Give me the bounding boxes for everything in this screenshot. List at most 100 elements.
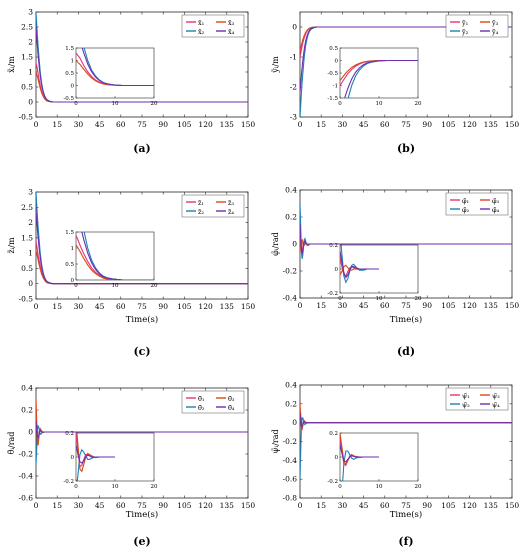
- x-tick-label: 15: [316, 301, 326, 310]
- y-tick-label: 1: [28, 249, 33, 258]
- inset-x-tick-label: 0: [74, 101, 78, 107]
- y-tick-label: -0.6: [19, 494, 34, 503]
- chart-panel-c: 0 15 30 45 60 75 90 105 120 135 150-0.500.511.522.…: [7, 188, 255, 359]
- inset-y-tick-label: 0.5: [329, 46, 338, 52]
- x-tick-label: 60: [380, 120, 390, 129]
- inset-y-tick-label: 0: [335, 267, 339, 273]
- legend-label-3: θ̃₃: [228, 394, 235, 403]
- inset-series-line-4: [81, 48, 154, 87]
- chart-panel-b: 0 15 30 45 60 75 90 105 120 135 150 -3 -2 -1 0 ỹᵢ/m ỹ₁ỹ₂…: [271, 11, 519, 155]
- y-tick-label: -0.5: [19, 295, 34, 304]
- inset-x-tick-label: 10: [376, 484, 383, 490]
- legend-label-1: x̃₁: [198, 18, 205, 27]
- x-tick-label: 45: [95, 120, 105, 129]
- x-tick-label: 15: [52, 302, 62, 311]
- x-tick-label: 75: [401, 120, 411, 129]
- x-tick-label: 135: [220, 120, 235, 129]
- inset-y-tick-label: 0: [335, 59, 339, 65]
- x-tick-label: 45: [95, 302, 105, 311]
- inset-series-line-4: [340, 250, 379, 279]
- inset-y-tick-label: -1.5: [327, 96, 338, 102]
- y-tick-label: 0: [28, 279, 33, 288]
- x-tick-label: 105: [177, 120, 192, 129]
- x-tick-label: 0: [298, 120, 303, 129]
- y-axis-label: ỹᵢ/m: [271, 56, 280, 74]
- y-tick-label: 0: [292, 240, 297, 249]
- x-axis-label: Time(s): [390, 509, 422, 520]
- legend-label-1: θ̃₁: [198, 394, 205, 403]
- y-tick-label: -0.2: [283, 267, 298, 276]
- y-axis-label: z̃ᵢ/m: [7, 237, 16, 254]
- x-tick-label: 135: [220, 302, 235, 311]
- inset-x-tick-label: 10: [376, 296, 383, 302]
- inset-x-tick-label: 0: [338, 101, 342, 107]
- x-tick-label: 105: [177, 501, 192, 510]
- y-tick-label: -2: [290, 83, 298, 92]
- x-axis-label: Time(s): [126, 314, 158, 325]
- inset-series-line-4: [344, 59, 418, 98]
- inset-x-tick-label: 20: [415, 296, 422, 302]
- series-line-4: [300, 223, 512, 254]
- y-tick-label: -3: [290, 113, 298, 122]
- y-tick-label: -0.4: [283, 456, 298, 465]
- x-tick-label: 75: [401, 301, 411, 310]
- x-tick-label: 90: [422, 301, 432, 310]
- legend-label-2: ψ̃₂: [462, 400, 470, 409]
- inset-x-tick-label: 20: [415, 101, 422, 107]
- y-tick-label: 0.2: [21, 406, 33, 415]
- x-tick-label: 15: [52, 501, 62, 510]
- panel-caption: (d): [397, 345, 415, 358]
- y-tick-label: -1: [290, 53, 297, 62]
- y-tick-label: 0: [292, 418, 297, 427]
- inset-y-tick-label: 0: [71, 278, 75, 284]
- x-tick-label: 90: [158, 120, 168, 129]
- legend-label-2: z̃₂: [198, 207, 204, 216]
- y-tick-label: 2: [28, 38, 33, 47]
- x-tick-label: 45: [359, 301, 369, 310]
- inset-series-line-4: [76, 444, 115, 464]
- x-tick-label: 120: [198, 302, 213, 311]
- y-tick-label: 0: [28, 98, 33, 107]
- x-tick-label: 0: [298, 301, 303, 310]
- chart-panel-f: 0 15 30 45 60 75 90 105 120 135 150 -0.8 -0.6 -0.4 -0.…: [271, 381, 519, 549]
- legend-label-3: ỹ₃: [491, 19, 499, 27]
- inset-series-line-4: [340, 444, 379, 463]
- inset-y-tick-label: -0.5: [63, 96, 74, 102]
- panel-caption: (e): [133, 535, 150, 548]
- legend-label-1: ỹ₁: [461, 19, 469, 27]
- legend-label-3: x̃₃: [228, 18, 235, 27]
- x-tick-label: 135: [484, 120, 499, 129]
- series-line-4: [300, 413, 512, 428]
- x-tick-label: 30: [338, 501, 348, 510]
- inset-y-tick-label: 0.2: [65, 431, 74, 437]
- chart-panel-d: 0 15 30 45 60 75 90 105 120 135 150-0.4-0.200.20.4…: [271, 186, 519, 359]
- y-tick-label: 1.5: [21, 53, 33, 62]
- x-tick-label: 0: [34, 302, 39, 311]
- legend-label-2: x̃₂: [198, 27, 205, 36]
- inset-y-tick-label: 1: [71, 59, 75, 65]
- panel-caption: (f): [398, 535, 413, 548]
- inset-x-tick-label: 10: [112, 101, 119, 107]
- y-tick-label: 0: [292, 23, 297, 32]
- inset-y-tick-label: 0.5: [65, 71, 74, 77]
- inset-frame: [75, 231, 155, 281]
- inset-y-tick-label: 0.2: [329, 431, 338, 437]
- x-tick-label: 105: [441, 301, 456, 310]
- x-tick-label: 135: [484, 301, 499, 310]
- inset-x-tick-label: 0: [338, 296, 342, 302]
- x-tick-label: 0: [298, 501, 303, 510]
- panel-caption: (c): [133, 345, 150, 358]
- chart-panel-e: 0 15 30 45 60 75 90 105 120 135 150-0.6-0.4-0.200.…: [7, 384, 255, 549]
- series-line-4: [36, 210, 248, 285]
- y-tick-label: 0.5: [21, 264, 33, 273]
- panel-caption: (b): [397, 142, 415, 155]
- inset-y-tick-label: 1.5: [65, 46, 74, 52]
- legend-box: [181, 194, 245, 218]
- legend-label-4: θ̃₄: [228, 403, 235, 412]
- x-tick-label: 75: [401, 501, 411, 510]
- x-tick-label: 135: [484, 501, 499, 510]
- x-tick-label: 150: [241, 120, 256, 129]
- x-tick-label: 150: [505, 501, 520, 510]
- x-axis-label: Time(s): [126, 509, 158, 520]
